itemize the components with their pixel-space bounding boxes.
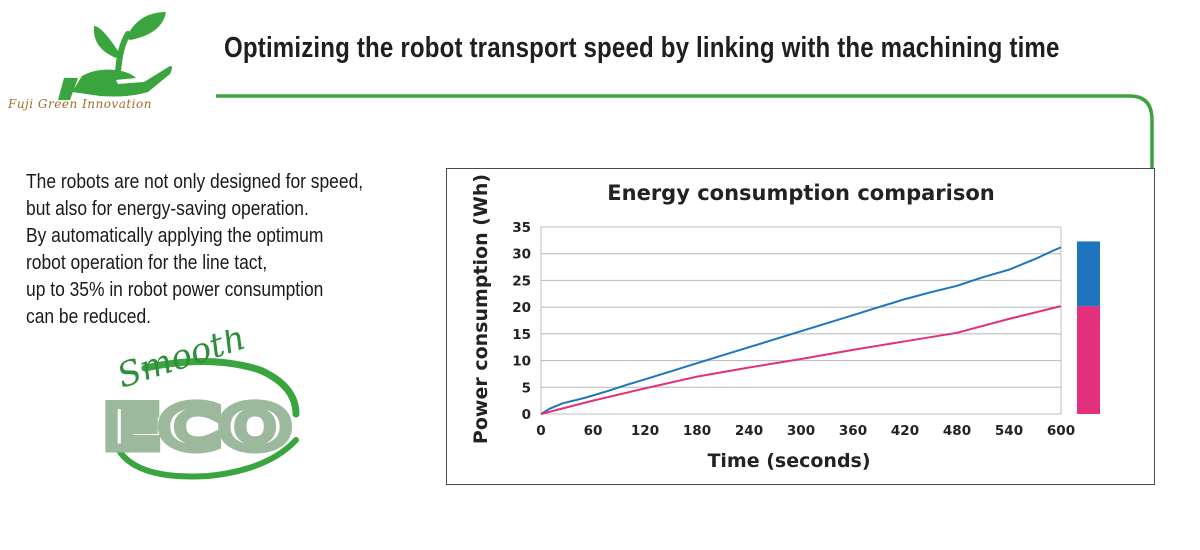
- energy-chart: Energy consumption comparison 0 5 10 15 20 25…: [470, 174, 1100, 472]
- brand-name: Fuji Green Innovation: [8, 97, 152, 111]
- x-tick-label: 600: [1047, 423, 1075, 439]
- description-line: The robots are not only designed for spe…: [26, 170, 364, 193]
- x-tick-label: 180: [683, 423, 711, 439]
- x-tick-label: 540: [995, 423, 1023, 439]
- y-tick-label: 10: [512, 354, 531, 370]
- stacked-bar-segment: [1077, 241, 1100, 307]
- sprout-hand-icon: [58, 12, 172, 100]
- description-line: up to 35% in robot power consumption: [26, 278, 324, 301]
- chart-title: Energy consumption comparison: [607, 181, 994, 205]
- stacked-bar-segment: [1077, 306, 1100, 414]
- fuji-green-innovation-logo: [20, 8, 210, 118]
- x-tick-label: 480: [943, 423, 971, 439]
- x-tick-label: 420: [891, 423, 919, 439]
- y-axis-label: Power consumption (Wh): [470, 174, 492, 444]
- y-tick-label: 35: [512, 220, 531, 236]
- series-line: [540, 246, 1062, 415]
- x-axis-label: Time (seconds): [707, 450, 870, 472]
- y-tick-label: 30: [512, 247, 531, 263]
- x-tick-label: 60: [584, 423, 603, 439]
- y-tick-label: 15: [512, 327, 531, 343]
- description-line: can be reduced.: [26, 305, 151, 328]
- y-tick-label: 20: [512, 300, 531, 316]
- description-text: The robots are not only designed for spe…: [26, 168, 436, 330]
- x-tick-label: 300: [787, 423, 815, 439]
- plot-area: [540, 226, 1062, 415]
- y-tick-label: 5: [522, 380, 531, 396]
- chart-container: Energy consumption comparison 0 5 10 15 20 25…: [446, 168, 1155, 485]
- series-line: [540, 305, 1062, 415]
- x-tick-label: 120: [631, 423, 659, 439]
- x-tick-label: 240: [735, 423, 763, 439]
- description-line: but also for energy-saving operation.: [26, 197, 309, 220]
- description-line: By automatically applying the optimum: [26, 224, 324, 247]
- page-title: Optimizing the robot transport speed by …: [224, 32, 1060, 64]
- smooth-eco-logo: Smooth ECO: [100, 330, 300, 480]
- x-tick-label: 360: [839, 423, 867, 439]
- description-line: robot operation for the line tact,: [26, 251, 268, 274]
- eco-word-text: ECO: [104, 393, 290, 463]
- x-tick-label: 0: [536, 423, 545, 439]
- y-tick-label: 0: [522, 407, 531, 423]
- y-tick-label: 25: [512, 273, 531, 289]
